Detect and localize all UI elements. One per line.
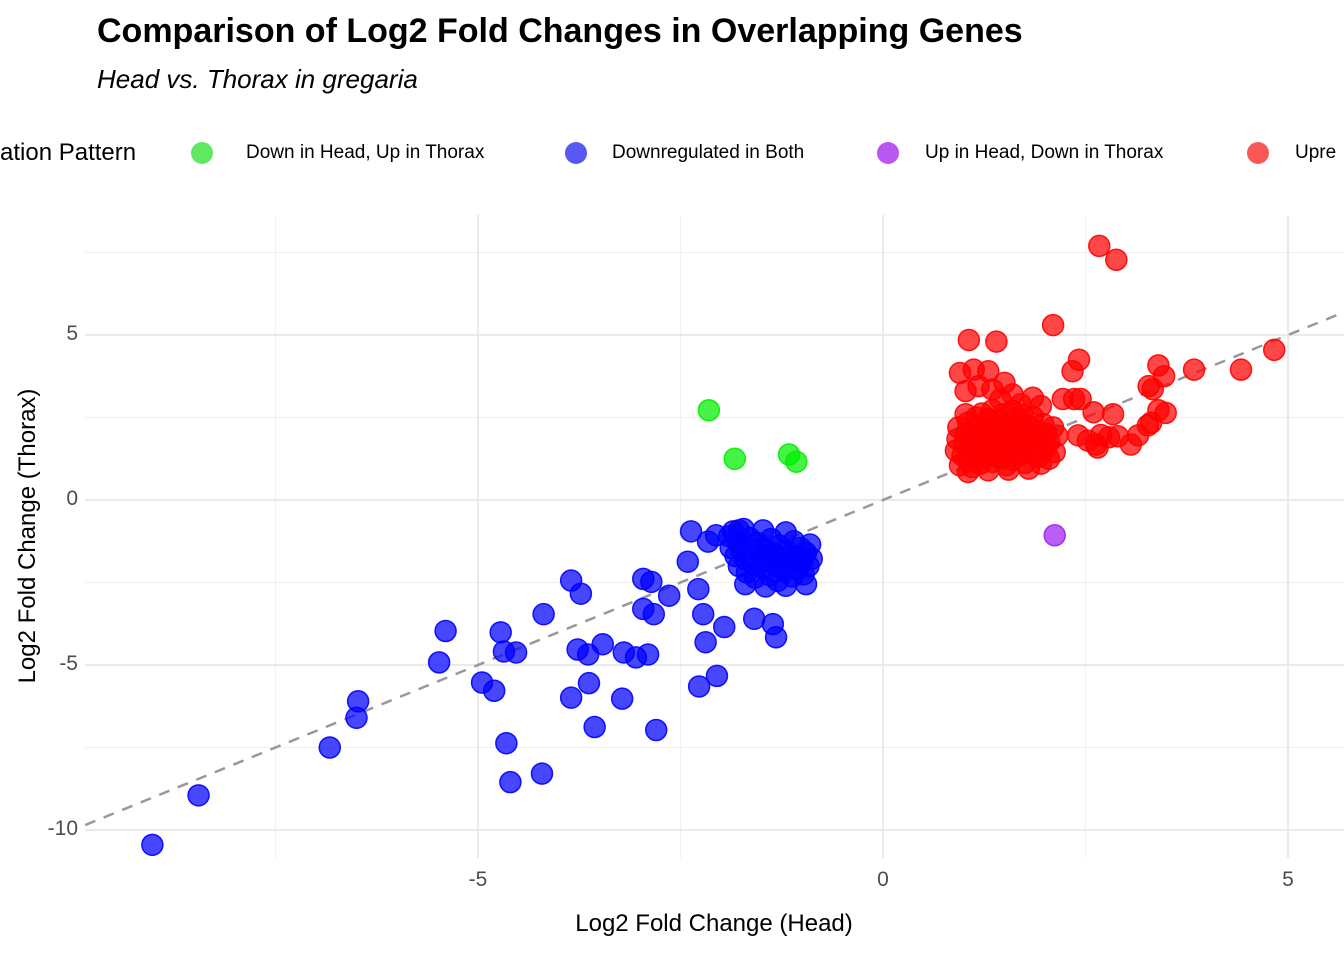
y-tick-5: 5: [66, 322, 78, 345]
data-point: [657, 584, 681, 607]
data-point: [1088, 234, 1111, 258]
y-tick-0: 0: [66, 487, 78, 510]
data-point: [1101, 402, 1125, 426]
x-tick-5: 5: [1282, 868, 1294, 891]
data-point: [691, 602, 715, 626]
data-point: [495, 731, 518, 755]
legend-dot-red-icon: [1247, 142, 1269, 164]
data-point: [705, 664, 729, 688]
data-point: [985, 330, 1008, 353]
data-point: [1043, 524, 1066, 547]
data-point: [504, 641, 528, 664]
data-point: [1105, 248, 1128, 272]
data-point: [1182, 358, 1206, 381]
data-point: [687, 675, 711, 698]
data-point: [794, 572, 818, 596]
legend-title: ation Pattern: [0, 139, 137, 166]
data-point: [644, 718, 668, 742]
x-tick--5: -5: [468, 868, 488, 891]
x-tick-0: 0: [877, 868, 889, 891]
legend-dot-purple-icon: [877, 142, 899, 164]
data-point: [610, 687, 634, 710]
data-point: [785, 450, 808, 473]
data-point: [734, 572, 757, 596]
y-tick--5: -5: [59, 652, 78, 675]
data-point: [676, 550, 700, 573]
data-point: [742, 607, 766, 631]
data-point: [800, 547, 823, 570]
data-point: [687, 577, 710, 601]
data-point: [1141, 377, 1164, 401]
chart-subtitle: Head vs. Thorax in gregaria: [97, 64, 418, 94]
y-tick--10: -10: [47, 817, 78, 840]
legend: ation Pattern Down in Head, Up in Thorax…: [0, 0, 1344, 190]
legend-dot-green-icon: [191, 142, 213, 164]
chart-title: Comparison of Log2 Fold Changes in Overl…: [97, 12, 1023, 50]
data-point: [642, 602, 666, 626]
data-point: [591, 632, 614, 656]
data-point: [583, 715, 606, 739]
data-point: [427, 651, 451, 674]
y-axis-title: Log2 Fold Change (Thorax): [14, 388, 41, 684]
legend-item-label: Upre: [1295, 142, 1337, 163]
data-point: [318, 736, 342, 759]
data-point: [1262, 338, 1286, 362]
data-point: [141, 833, 164, 857]
data-point: [636, 643, 660, 666]
data-point: [1045, 424, 1069, 447]
data-point: [774, 574, 798, 598]
legend-dot-blue-icon: [565, 142, 587, 164]
data-point: [679, 520, 703, 543]
legend-item-label: Downregulated in Both: [612, 142, 805, 163]
data-point: [754, 575, 777, 598]
data-point: [345, 706, 368, 730]
data-point: [489, 621, 512, 644]
data-point: [559, 686, 583, 709]
data-point: [1061, 360, 1084, 383]
data-point: [187, 784, 210, 807]
data-point: [727, 519, 751, 542]
legend-item-label: Up in Head, Down in Thorax: [925, 142, 1164, 163]
x-axis-title: Log2 Fold Change (Head): [575, 910, 853, 937]
data-point: [694, 630, 717, 654]
data-point: [697, 398, 721, 422]
data-point: [499, 770, 522, 794]
data-point: [1051, 387, 1075, 411]
data-point: [1066, 424, 1090, 447]
data-point: [532, 602, 555, 626]
data-point: [764, 626, 788, 649]
data-point: [712, 615, 736, 639]
data-point: [1229, 358, 1253, 381]
legend-item-label: Down in Head, Up in Thorax: [246, 142, 485, 163]
data-point: [1041, 313, 1065, 337]
data-point: [482, 679, 506, 702]
data-point: [640, 570, 663, 594]
data-point: [434, 619, 457, 643]
data-point: [723, 447, 747, 470]
data-point: [577, 671, 601, 695]
data-point: [957, 328, 981, 352]
data-point: [530, 762, 554, 785]
data-point: [569, 582, 593, 605]
